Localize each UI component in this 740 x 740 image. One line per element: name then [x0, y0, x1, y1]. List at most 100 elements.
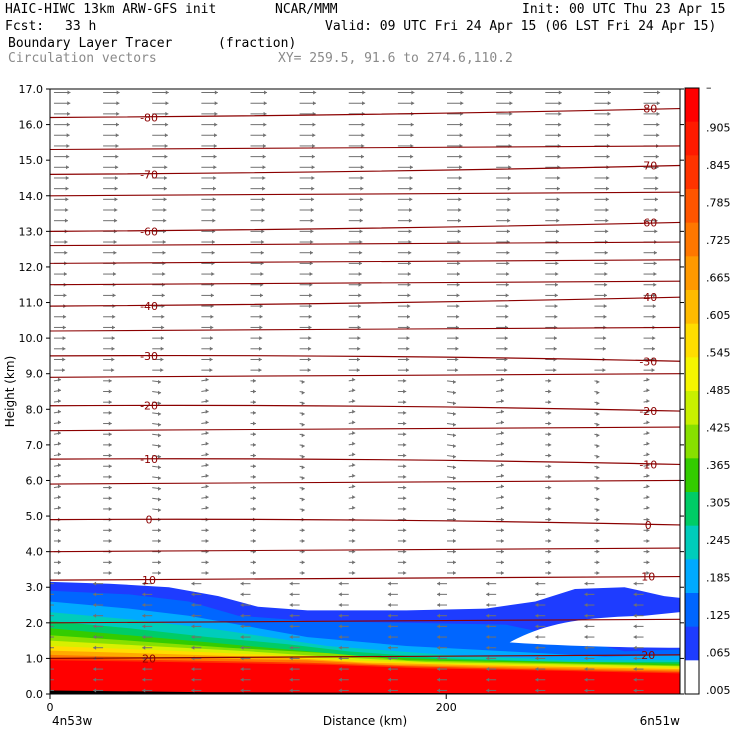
colorbar-swatch — [685, 593, 699, 628]
contour-line — [50, 354, 680, 362]
colorbar-label: .785 — [706, 197, 731, 210]
vector-arrowhead — [240, 613, 244, 618]
vector-arrowhead — [452, 497, 456, 502]
vector-arrowhead — [213, 143, 217, 148]
vector-arrowhead — [646, 505, 650, 510]
vector-arrowhead — [164, 154, 168, 159]
vector-arrowhead — [403, 389, 407, 394]
vector-arrowhead — [158, 549, 162, 554]
vector-arrowhead — [205, 571, 209, 575]
vector-arrowhead — [458, 186, 462, 191]
vector-arrowhead — [66, 165, 70, 170]
vector-arrowhead — [506, 229, 510, 234]
contour-line — [50, 326, 680, 332]
colorbar-label: .245 — [706, 534, 731, 547]
vector-arrowhead — [44, 646, 47, 650]
vector-arrowhead — [62, 325, 66, 330]
vector-arrowhead — [252, 389, 256, 394]
vector-arrowhead — [205, 484, 209, 489]
x-tick-label: 0 — [47, 701, 54, 714]
vector-arrowhead — [486, 688, 490, 693]
y-tick-label: 12.0 — [19, 261, 44, 274]
vector-arrowhead — [455, 346, 459, 351]
vector-arrowhead — [555, 250, 559, 255]
vector-arrowhead — [603, 293, 607, 298]
vector-arrowhead — [584, 592, 588, 597]
vector-arrowhead — [260, 293, 264, 298]
vector-arrowhead — [548, 400, 552, 405]
vector-arrowhead — [161, 293, 165, 298]
vector-arrowhead — [657, 90, 661, 95]
vector-arrowhead — [387, 677, 391, 682]
vector-arrowhead — [452, 560, 456, 565]
vector-arrowhead — [108, 400, 112, 405]
vector-arrowhead — [62, 368, 66, 373]
plot-area: -80 -80 -70 -70 -60 -60 -40 -40 -30 -30 -20 -20 -10 -… — [44, 90, 680, 694]
vector-arrowhead — [646, 571, 650, 575]
vector-arrowhead — [57, 463, 61, 468]
vector-arrowhead — [504, 368, 508, 373]
vector-arrowhead — [252, 538, 256, 543]
vector-arrowhead — [114, 197, 118, 202]
vector-arrowhead — [437, 656, 441, 661]
y-tick-label: 17.0 — [19, 83, 44, 96]
vector-arrowhead — [596, 497, 600, 502]
vector-arrowhead — [407, 282, 411, 287]
vector-arrowhead — [57, 431, 61, 436]
vector-arrowhead — [652, 336, 656, 341]
init-time: Init: 00 UTC Thu 23 Apr 15 — [522, 2, 726, 17]
vector-arrowhead — [240, 603, 244, 608]
vector-arrowhead — [57, 484, 61, 489]
vector-arrowhead — [403, 549, 407, 554]
vector-arrowhead — [596, 560, 600, 565]
vector-arrowhead — [437, 677, 441, 682]
vector-arrowhead — [584, 635, 588, 640]
vector-arrowhead — [500, 484, 504, 489]
vector-arrowhead — [108, 474, 112, 479]
vector-arrowhead — [359, 240, 363, 245]
vector-arrowhead — [506, 250, 510, 255]
vector-arrowhead — [359, 208, 363, 212]
vector-arrowhead — [63, 293, 67, 298]
vector-arrowhead — [260, 250, 264, 255]
vector-arrowhead — [452, 528, 456, 533]
colorbar-label: .305 — [706, 497, 731, 510]
vector-arrowhead — [358, 261, 362, 266]
vector-arrowhead — [500, 377, 504, 382]
vector-arrowhead — [240, 677, 244, 682]
vector-arrowhead — [289, 624, 293, 629]
vector-arrowhead — [338, 603, 342, 608]
vector-arrowhead — [191, 677, 195, 682]
vector-arrowhead — [64, 218, 68, 223]
vector-arrowhead — [164, 143, 168, 148]
contour-line — [50, 296, 680, 307]
vector-arrowhead — [607, 90, 611, 95]
vector-arrowhead — [646, 431, 650, 436]
vector-arrowhead — [456, 314, 460, 319]
vector-arrowhead — [108, 560, 112, 565]
vector-arrowhead — [64, 250, 68, 255]
vector-arrowhead — [113, 240, 117, 245]
vector-arrowhead — [205, 505, 209, 510]
vector-arrowhead — [191, 592, 195, 597]
vector-arrowhead — [508, 133, 512, 138]
vector-arrowhead — [596, 412, 600, 417]
vector-arrowhead — [301, 454, 305, 459]
vector-arrowhead — [310, 240, 314, 245]
vector-arrowhead — [205, 420, 209, 425]
vector-arrowhead — [212, 218, 216, 223]
contour-label: -40 — [140, 300, 158, 313]
vector-arrowhead — [158, 444, 162, 449]
vector-arrowhead — [165, 90, 169, 95]
vector-arrowhead — [65, 175, 69, 180]
vector-arrowhead — [548, 410, 552, 415]
contour-line — [50, 547, 680, 553]
x-axis-label: Distance (km) — [323, 714, 407, 728]
vector-arrowhead — [452, 571, 456, 575]
vector-arrowhead — [63, 314, 67, 319]
contour-label: -70 — [639, 160, 657, 173]
vector-arrowhead — [93, 603, 97, 608]
vector-arrowhead — [437, 624, 441, 629]
vector-arrowhead — [633, 581, 637, 586]
vector-arrowhead — [44, 667, 47, 671]
